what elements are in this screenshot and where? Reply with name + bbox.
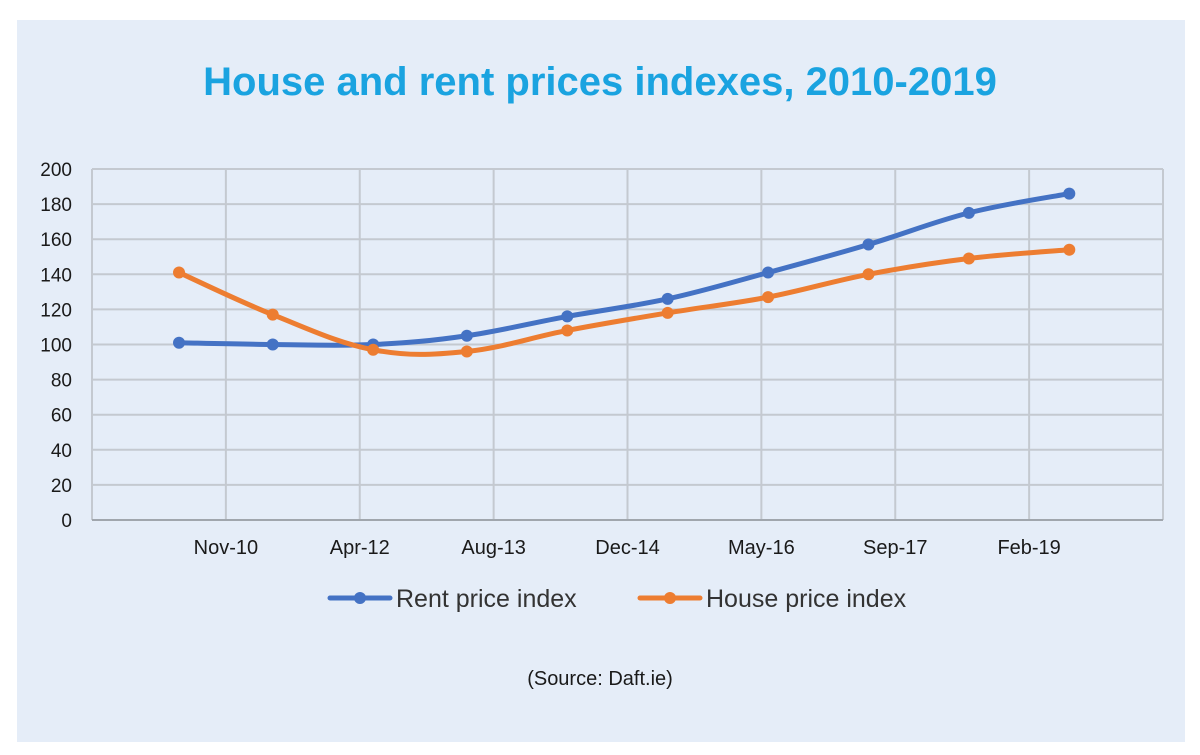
x-tick-label: Dec-14 — [595, 537, 659, 559]
y-tick-label: 180 — [40, 195, 72, 216]
house-price-point — [173, 266, 186, 279]
x-tick-label: May-16 — [728, 537, 795, 559]
y-tick-label: 0 — [61, 511, 72, 532]
rent-price-point — [762, 266, 775, 279]
x-tick-label: Sep-17 — [863, 537, 928, 559]
chart-title: House and rent prices indexes, 2010-2019 — [203, 60, 997, 104]
house-price-line — [176, 247, 1072, 357]
y-tick-label: 80 — [51, 371, 72, 392]
y-tick-label: 100 — [40, 336, 72, 357]
y-tick-label: 20 — [51, 476, 72, 497]
x-tick-label: Feb-19 — [997, 537, 1060, 559]
y-tick-label: 40 — [51, 441, 72, 462]
rent-price-point — [962, 206, 975, 219]
house-price-point — [367, 343, 380, 356]
y-tick-label: 120 — [40, 300, 72, 321]
y-tick-label: 140 — [40, 265, 72, 286]
legend-house-label: House price index — [706, 585, 907, 613]
y-tick-label: 160 — [40, 230, 72, 251]
rent-price-point — [266, 338, 279, 351]
y-tick-label: 60 — [51, 406, 72, 427]
rent-price-point — [561, 310, 574, 323]
legend-rent-marker — [354, 592, 366, 604]
house-price-point — [661, 306, 674, 319]
rent-price-point — [460, 329, 473, 342]
house-price-point — [862, 268, 875, 281]
house-price-point — [266, 308, 279, 321]
rent-price-point — [173, 336, 186, 349]
rent-price-point — [1063, 187, 1076, 200]
house-price-point — [762, 291, 775, 304]
house-price-point — [561, 324, 574, 337]
rent-price-point — [661, 292, 674, 305]
house-price-point — [1063, 243, 1076, 256]
x-tick-label: Nov-10 — [194, 537, 258, 559]
legend-rent-label: Rent price index — [396, 585, 577, 613]
y-tick-label: 200 — [40, 160, 72, 181]
legend-house-marker — [664, 592, 676, 604]
x-tick-label: Apr-12 — [330, 537, 390, 559]
rent-price-point — [862, 238, 875, 251]
x-tick-label: Aug-13 — [461, 537, 526, 559]
house-price-point — [460, 345, 473, 358]
house-price-point — [962, 252, 975, 265]
rent-price-line — [176, 191, 1072, 348]
source-note: (Source: Daft.ie) — [527, 668, 673, 690]
